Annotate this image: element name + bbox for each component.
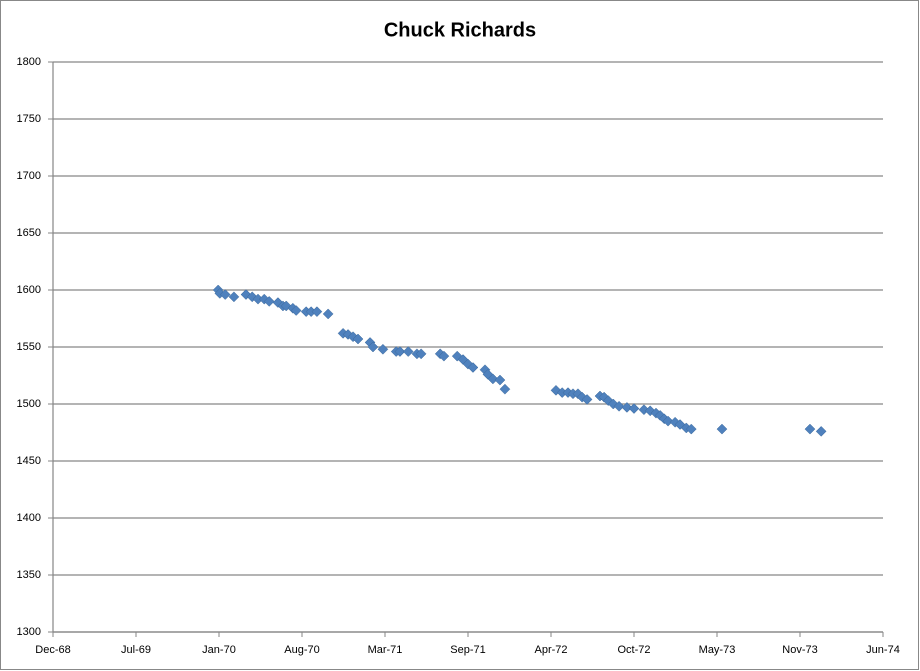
point <box>367 341 379 353</box>
y-tick-label: 1800 <box>17 56 41 68</box>
y-tick-label: 1600 <box>17 284 41 296</box>
point <box>219 289 231 300</box>
point <box>487 373 499 385</box>
y-tick-label: 1550 <box>17 341 41 353</box>
point <box>467 362 479 373</box>
point <box>311 306 323 318</box>
point <box>815 426 827 437</box>
x-tick-label: Jan-70 <box>202 644 236 656</box>
point <box>290 305 302 316</box>
y-tick-label: 1700 <box>17 170 41 182</box>
point <box>352 333 364 345</box>
point <box>716 423 728 435</box>
x-tick-label: Dec-68 <box>35 644 70 656</box>
y-tick-label: 1350 <box>17 569 41 581</box>
point <box>685 423 697 435</box>
y-tick-label: 1450 <box>17 455 41 467</box>
x-tick-label: Mar-71 <box>368 644 403 656</box>
point <box>322 308 334 320</box>
x-tick-label: Apr-72 <box>534 644 567 656</box>
point <box>494 374 506 386</box>
chart-title: Chuck Richards <box>384 19 536 41</box>
x-tick-label: Oct-72 <box>617 644 650 656</box>
y-tick-label: 1500 <box>17 398 41 410</box>
x-tick-label: Aug-70 <box>284 644 319 656</box>
x-tick-label: Nov-73 <box>782 644 817 656</box>
point <box>621 402 633 413</box>
point <box>402 346 414 357</box>
point <box>581 394 593 405</box>
point <box>628 403 640 414</box>
y-tick-label: 1650 <box>17 227 41 239</box>
point <box>613 400 625 412</box>
x-tick-label: May-73 <box>699 644 736 656</box>
point <box>804 423 816 435</box>
y-tick-label: 1400 <box>17 512 41 524</box>
point <box>662 415 674 427</box>
point <box>415 348 427 360</box>
x-tick-label: Jul-69 <box>121 644 151 656</box>
point <box>228 291 240 303</box>
point <box>377 343 389 355</box>
point <box>263 296 275 307</box>
y-tick-label: 1750 <box>17 113 41 125</box>
x-tick-label: Sep-71 <box>450 644 485 656</box>
x-tick-label: Jun-74 <box>866 644 900 656</box>
y-tick-label: 1300 <box>17 626 41 638</box>
point <box>394 346 406 357</box>
point <box>499 383 511 395</box>
point <box>438 350 450 362</box>
